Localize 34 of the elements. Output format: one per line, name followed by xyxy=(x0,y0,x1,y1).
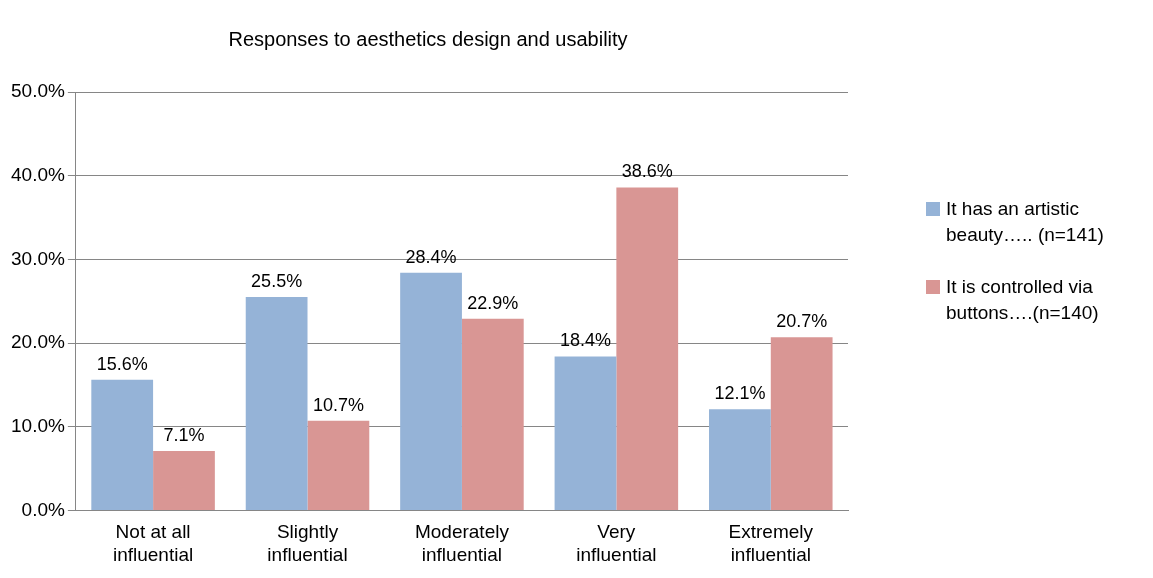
data-label: 28.4% xyxy=(405,246,457,267)
x-tick-label: Very influential xyxy=(576,521,657,565)
data-label: 7.1% xyxy=(163,424,205,445)
bar xyxy=(461,318,524,510)
legend-label: It is controlled via buttons….(n=140) xyxy=(946,275,1100,325)
y-tick-label: 10.0% xyxy=(11,414,65,436)
data-label: 20.7% xyxy=(776,311,828,332)
x-tick-label: Not at all influential xyxy=(112,521,194,565)
x-tick-label: Slightly influential xyxy=(267,521,348,565)
bar xyxy=(616,187,679,510)
data-label: 38.6% xyxy=(621,161,673,182)
bar xyxy=(153,450,215,510)
y-tick-label: 30.0% xyxy=(11,247,65,269)
y-tick-label: 20.0% xyxy=(11,331,65,353)
y-tick-label: 0.0% xyxy=(21,498,65,520)
bar xyxy=(245,297,308,510)
bar xyxy=(709,409,771,510)
x-tick-label: Moderately influential xyxy=(414,521,510,565)
legend-label: It has an artistic beauty….. (n=141) xyxy=(946,197,1105,247)
data-label: 18.4% xyxy=(559,330,611,351)
bar xyxy=(554,356,617,510)
chart-title: Responses to aesthetics design and usability xyxy=(228,27,628,50)
data-label: 25.5% xyxy=(251,270,303,291)
bar xyxy=(770,337,833,510)
bar xyxy=(307,420,370,510)
data-label: 22.9% xyxy=(467,292,519,313)
y-tick-label: 50.0% xyxy=(11,80,65,102)
data-label: 10.7% xyxy=(312,394,364,415)
bar xyxy=(91,379,154,510)
y-tick-label: 40.0% xyxy=(11,163,65,185)
data-label: 12.1% xyxy=(714,383,766,404)
bar xyxy=(400,272,462,510)
data-label: 15.6% xyxy=(96,353,148,374)
x-tick-label: Extremely influential xyxy=(728,521,814,565)
